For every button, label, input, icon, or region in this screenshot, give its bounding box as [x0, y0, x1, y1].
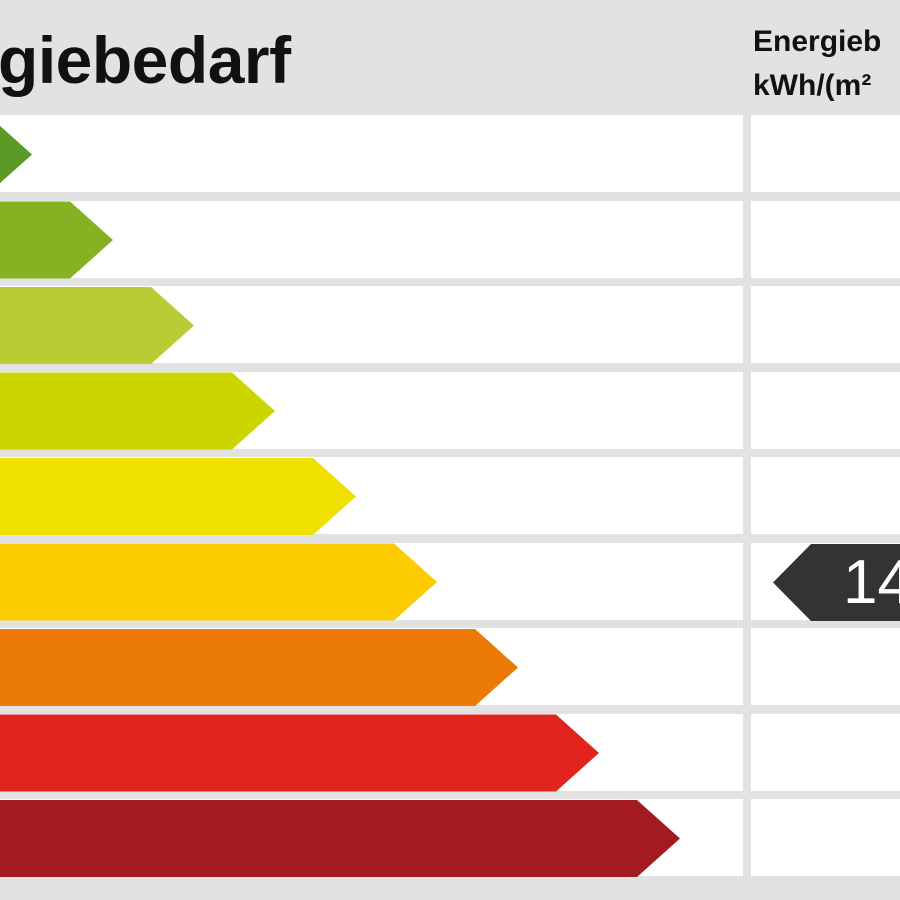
value-column-cell: [751, 200, 900, 278]
scale-row-bg: [0, 115, 743, 192]
value-column-cell: [751, 628, 900, 705]
value-column-cell: [751, 286, 900, 363]
energy-class-bar: [0, 543, 437, 621]
energy-class-bar: [0, 372, 275, 450]
value-column-cell: [751, 457, 900, 534]
energy-value-marker: 14: [773, 544, 900, 621]
unit-line-1: Energieb: [753, 25, 882, 58]
energy-class-bar: [0, 201, 113, 279]
unit-line-2: kWh/(m²: [753, 69, 872, 102]
energy-class-bar: [0, 116, 32, 193]
scale-row-bg: [0, 200, 743, 278]
value-column-cell: [751, 799, 900, 876]
marker-value: 14: [843, 548, 900, 617]
value-column-cell: [751, 713, 900, 791]
energy-class-bar: [0, 287, 194, 364]
chart-title: giebedarf: [0, 23, 291, 97]
unit-header: Energieb kWh/(m²: [753, 20, 881, 108]
value-column-cell: [751, 115, 900, 192]
marker-arrow-shape: [773, 544, 900, 621]
energy-class-bar: [0, 800, 680, 877]
energy-class-bar: [0, 629, 518, 706]
energy-class-bar: [0, 714, 599, 792]
value-column-cell: [751, 371, 900, 449]
energy-class-bar: [0, 458, 356, 535]
